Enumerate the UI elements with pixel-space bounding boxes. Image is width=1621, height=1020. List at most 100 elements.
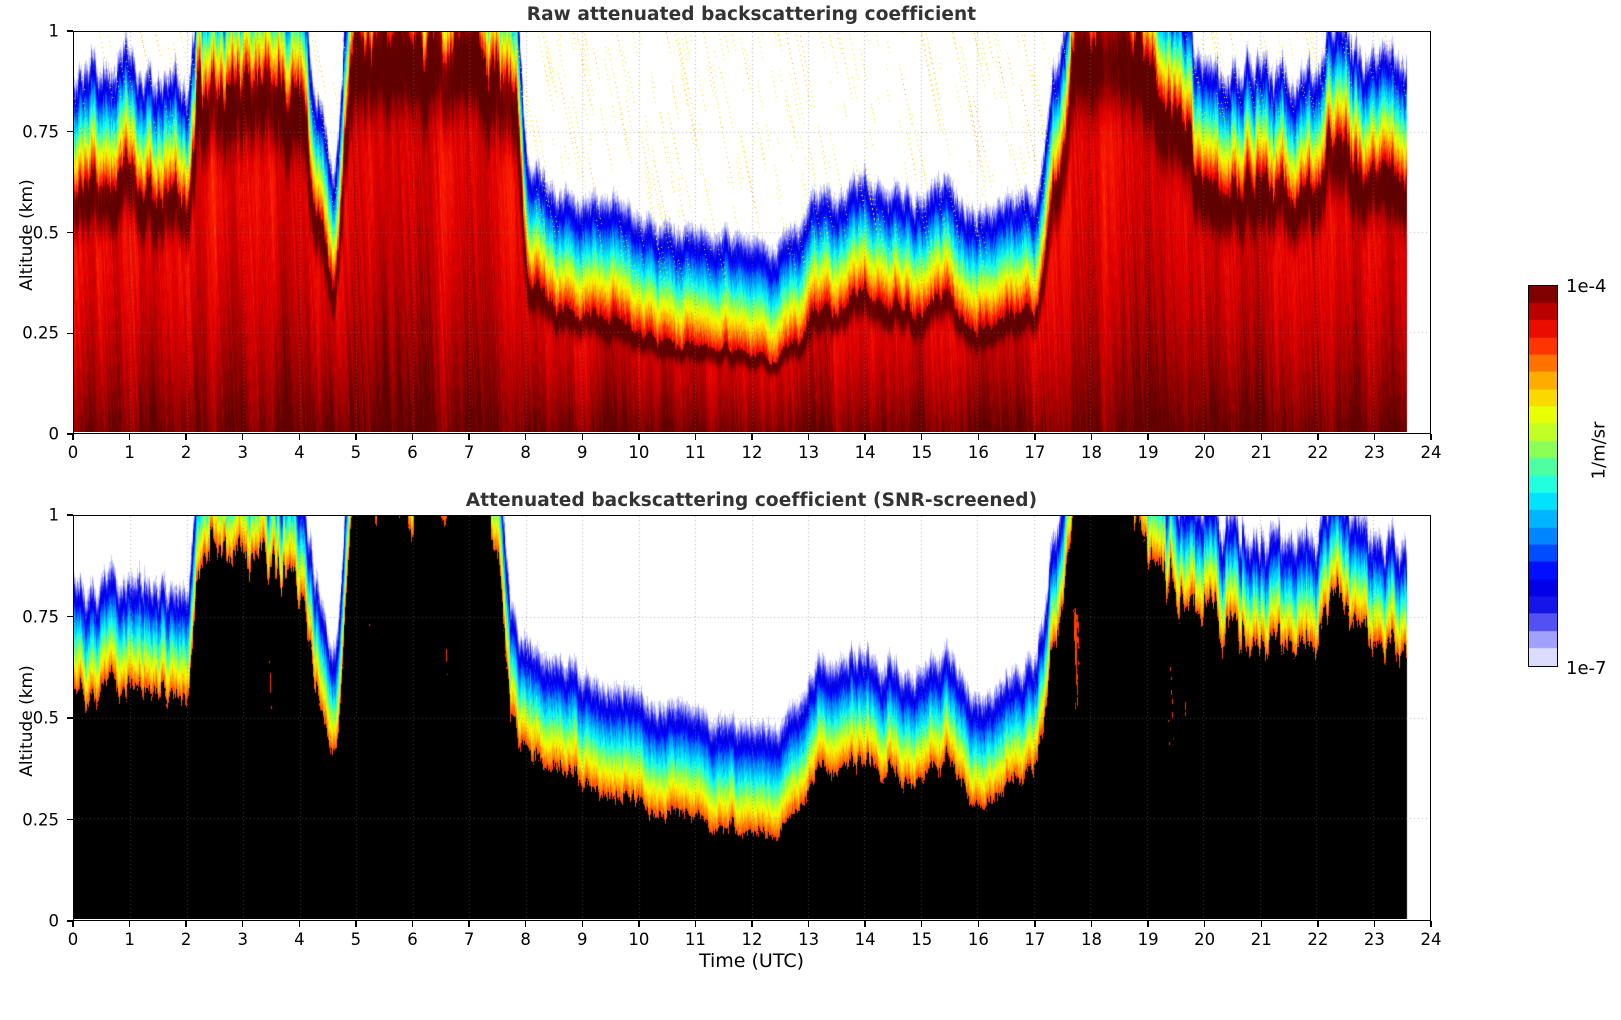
x-tick-label: 11 — [684, 930, 706, 949]
x-tick-label: 5 — [350, 443, 362, 462]
x-tickmark — [128, 434, 131, 440]
colorbar-min-label: 1e-7 — [1566, 658, 1607, 679]
top-panel-plot-area[interactable] — [73, 31, 1431, 434]
x-tickmark — [128, 921, 131, 927]
x-tickmark — [807, 434, 810, 440]
x-tickmark — [185, 434, 187, 440]
bottom-panel-xlabel: Time (UTC) — [698, 950, 805, 972]
x-tickmark — [581, 434, 583, 440]
x-tickmark — [355, 434, 357, 440]
x-tick-label: 21 — [1250, 443, 1272, 462]
x-tick-label: 16 — [967, 930, 989, 949]
x-tick-label: 11 — [684, 443, 706, 462]
x-tick-label: 4 — [294, 443, 305, 462]
x-tickmark — [1090, 434, 1093, 440]
x-tickmark — [977, 434, 980, 440]
x-tickmark — [185, 921, 187, 927]
x-tickmark — [242, 921, 244, 927]
x-tickmark — [411, 921, 414, 927]
y-tick-label: 0 — [48, 424, 60, 444]
colorbar-max-label: 1e-4 — [1566, 276, 1607, 297]
x-tickmark — [411, 434, 414, 440]
x-tick-label: 13 — [798, 930, 820, 949]
x-tick-label: 20 — [1194, 930, 1216, 949]
y-tick-label: 1 — [48, 505, 60, 525]
x-tickmark — [298, 434, 301, 440]
top-panel-title: Raw attenuated backscattering coefficien… — [526, 4, 977, 25]
y-tickmark — [67, 433, 73, 435]
colorbar[interactable] — [1528, 285, 1558, 667]
x-tick-label: 17 — [1024, 930, 1046, 949]
x-tick-label: 24 — [1420, 443, 1442, 462]
colorbar-gradient — [1529, 286, 1557, 666]
y-tickmark — [67, 615, 73, 618]
x-tick-label: 14 — [854, 443, 876, 462]
x-tick-label: 18 — [1081, 443, 1102, 462]
x-tick-label: 12 — [741, 443, 763, 462]
x-tickmark — [524, 921, 527, 927]
x-tick-label: 7 — [463, 930, 475, 949]
x-tickmark — [72, 434, 74, 440]
y-tick-label: 0.25 — [22, 810, 59, 829]
colorbar-unit-label: 1/m/sr — [1588, 421, 1610, 480]
bottom-panel-heatmap — [74, 516, 1429, 919]
x-tick-label: 1 — [124, 443, 135, 462]
x-tick-label: 17 — [1024, 443, 1046, 462]
x-tick-label: 10 — [628, 930, 650, 949]
x-tickmark — [694, 921, 697, 927]
x-tick-label: 21 — [1250, 930, 1272, 949]
x-tickmark — [751, 434, 753, 440]
y-tickmark — [67, 231, 73, 234]
x-tickmark — [524, 434, 527, 440]
x-tickmark — [1090, 921, 1093, 927]
x-tickmark — [1034, 921, 1036, 927]
x-tickmark — [638, 921, 640, 927]
x-tickmark — [1430, 921, 1432, 927]
x-tick-label: 23 — [1363, 930, 1385, 949]
x-tickmark — [921, 921, 923, 927]
x-tick-label: 2 — [180, 930, 192, 949]
x-tick-label: 6 — [407, 443, 418, 462]
x-tick-label: 7 — [463, 443, 475, 462]
x-tickmark — [298, 921, 301, 927]
x-tickmark — [1430, 434, 1432, 440]
x-tickmark — [1203, 434, 1206, 440]
y-tick-label: 0 — [48, 911, 60, 931]
x-tick-label: 9 — [577, 930, 588, 949]
x-tick-label: 2 — [180, 443, 192, 462]
x-tickmark — [694, 434, 697, 440]
x-tick-label: 3 — [237, 443, 249, 462]
y-tick-label: 0.75 — [22, 122, 59, 142]
x-tickmark — [1317, 921, 1319, 927]
y-tick-label: 1 — [48, 21, 60, 41]
x-tickmark — [355, 921, 357, 927]
x-tick-label: 14 — [854, 930, 876, 949]
x-tickmark — [864, 921, 866, 927]
bottom-panel-plot-area[interactable] — [73, 515, 1431, 921]
x-tickmark — [468, 434, 470, 440]
x-tick-label: 20 — [1194, 443, 1216, 462]
x-tick-label: 22 — [1307, 443, 1329, 462]
y-tick-label: 0.5 — [32, 223, 59, 242]
x-tick-label: 5 — [350, 930, 362, 949]
y-tickmark — [67, 131, 73, 133]
x-tickmark — [468, 921, 470, 927]
x-tickmark — [1260, 921, 1262, 927]
x-tickmark — [864, 434, 866, 440]
x-tick-label: 9 — [577, 443, 588, 462]
x-tick-label: 3 — [237, 930, 249, 949]
x-tickmark — [1147, 921, 1149, 927]
y-tickmark — [67, 920, 73, 922]
x-tick-label: 15 — [911, 930, 933, 949]
x-tick-label: 1 — [124, 930, 135, 949]
y-tick-label: 0.75 — [22, 607, 59, 626]
x-tickmark — [1034, 434, 1036, 440]
x-tickmark — [1260, 434, 1262, 440]
x-tick-label: 8 — [520, 930, 531, 949]
bottom-panel-title: Attenuated backscattering coefficient (S… — [465, 490, 1038, 511]
x-tick-label: 18 — [1081, 930, 1102, 949]
x-tickmark — [638, 434, 640, 440]
y-tick-label: 0.25 — [22, 323, 59, 343]
x-tick-label: 10 — [628, 443, 650, 462]
